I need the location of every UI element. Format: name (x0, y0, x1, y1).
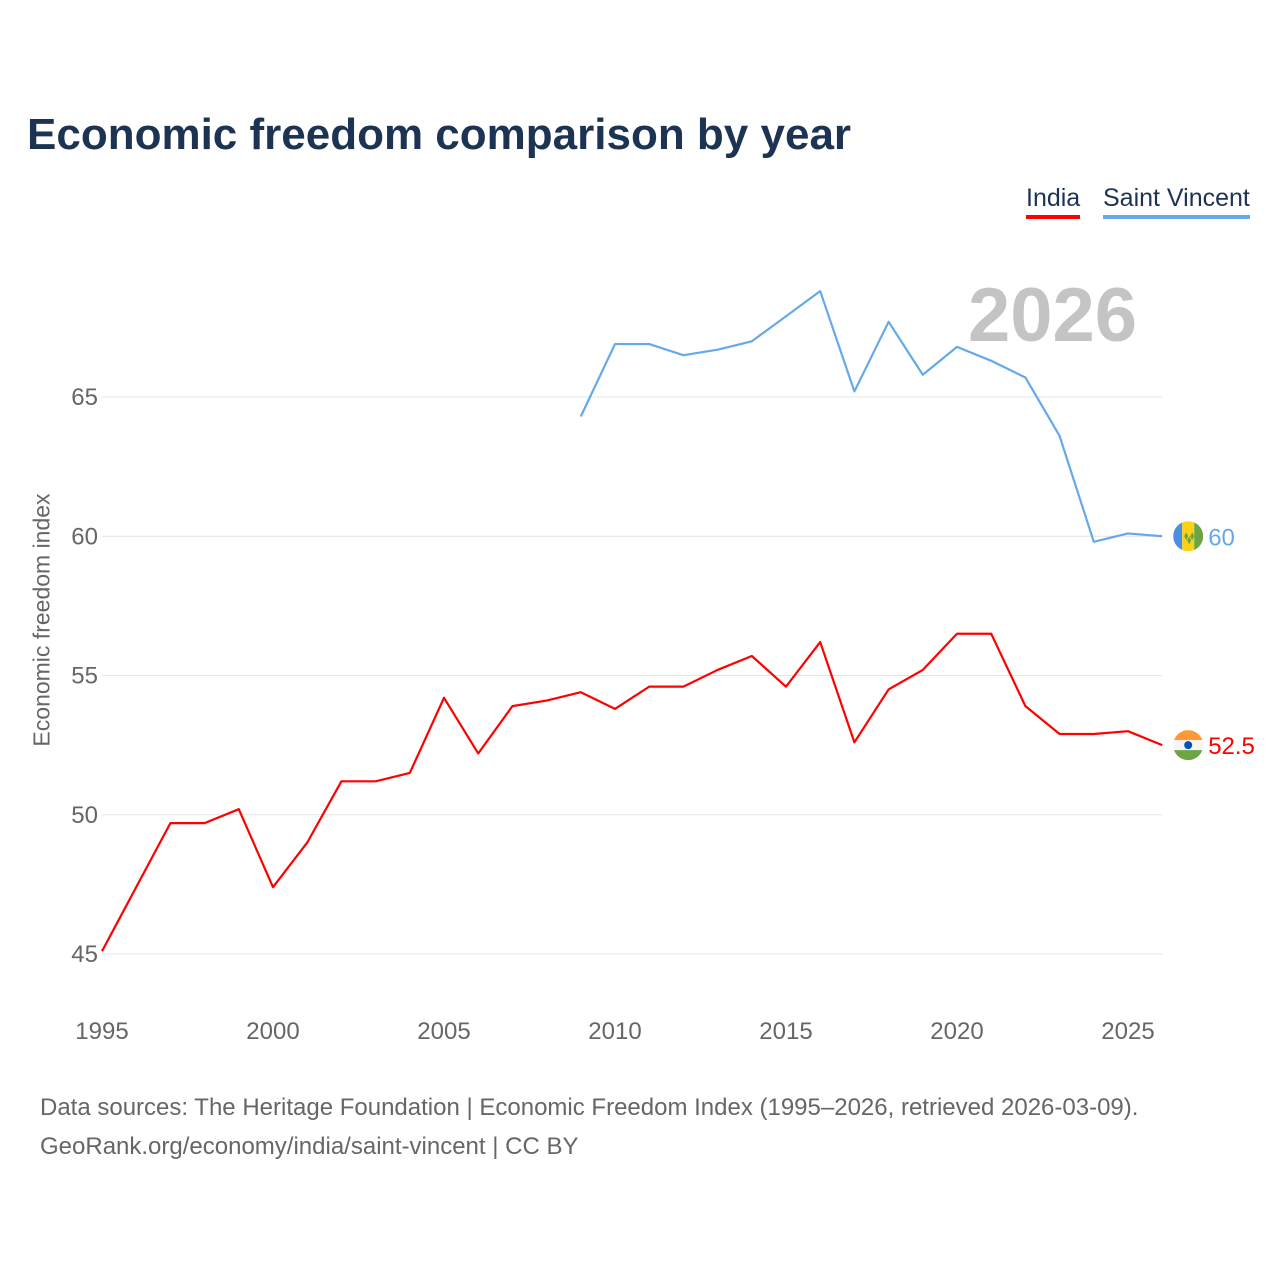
x-tick-label: 2010 (588, 1018, 641, 1045)
x-tick-label: 2005 (417, 1018, 470, 1045)
flag-chakra (1184, 741, 1193, 750)
y-tick-label: 45 (71, 941, 98, 968)
y-tick-label: 60 (71, 523, 98, 550)
legend-saint-vincent[interactable]: Saint Vincent (1103, 184, 1250, 219)
y-tick-label: 50 (71, 802, 98, 829)
flag-body (1173, 730, 1204, 761)
x-tick-label: 2020 (930, 1018, 983, 1045)
x-tick-label: 2000 (246, 1018, 299, 1045)
x-tick-label: 1995 (75, 1018, 128, 1045)
end-value-label: 52.5 (1208, 733, 1255, 760)
source-note: Data sources: The Heritage Foundation | … (40, 1088, 1138, 1166)
x-tick-label: 2015 (759, 1018, 812, 1045)
flag-stripe (1173, 750, 1204, 761)
source-line-2[interactable]: GeoRank.org/economy/india/saint-vincent … (40, 1133, 579, 1160)
current-year-label: 2026 (968, 273, 1138, 358)
y-tick-label: 55 (71, 663, 98, 690)
flag-stripe (1194, 521, 1204, 552)
chart-title: Economic freedom comparison by year (27, 110, 852, 159)
saint-vincent-flag-icon (1173, 521, 1204, 552)
flag-diamonds (1184, 532, 1195, 545)
series-line-saint-vincent (579, 290, 1163, 543)
flag-stripe (1173, 521, 1183, 552)
flag-body (1173, 521, 1204, 552)
x-tick-label: 2025 (1101, 1018, 1154, 1045)
legend-india[interactable]: India (1026, 184, 1081, 219)
series-line-india (101, 632, 1163, 952)
y-tick-label: 65 (71, 384, 98, 411)
y-axis-label: Economic freedom index (28, 493, 55, 747)
end-value-label: 60 (1208, 524, 1235, 551)
flag-stripe (1173, 730, 1204, 741)
source-line-1: Data sources: The Heritage Foundation | … (40, 1094, 1139, 1121)
india-flag-icon (1173, 730, 1204, 761)
